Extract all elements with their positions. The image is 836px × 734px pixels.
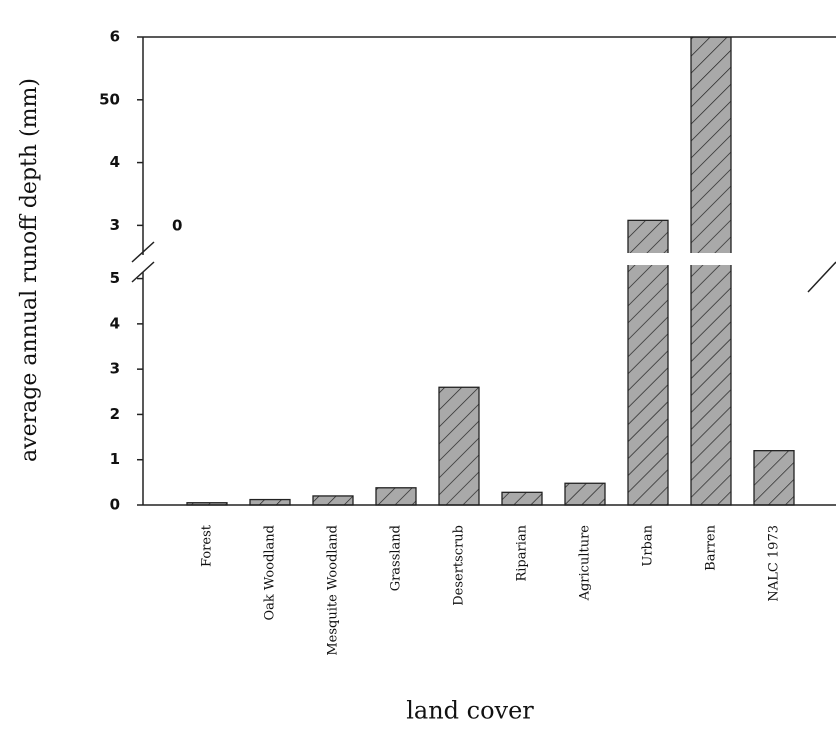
- x-tick-label: Forest: [200, 524, 215, 567]
- bar: [249, 498, 291, 506]
- bar: [375, 487, 417, 506]
- annotation: 0: [172, 217, 182, 235]
- x-tick-label: Desertscrub: [452, 525, 467, 606]
- bar: [312, 495, 354, 506]
- bar: [564, 482, 606, 506]
- y-tick-label: 2: [110, 405, 120, 423]
- x-tick-label: Barren: [704, 524, 719, 570]
- x-tick-label: NALC 1973: [767, 525, 782, 602]
- y-tick-label: 4: [110, 153, 120, 171]
- y-tick-label: 6: [110, 28, 120, 46]
- y-tick-label: 4: [110, 314, 120, 332]
- x-tick-label: Riparian: [515, 524, 530, 581]
- y-tick-label: 3: [110, 216, 120, 234]
- bar: [690, 37, 732, 253]
- bar: [501, 491, 543, 506]
- break-mark: [131, 261, 155, 283]
- y-tick-label: 1: [110, 450, 120, 468]
- lower-panel: [186, 265, 795, 506]
- bar: [438, 386, 480, 506]
- y-tick-label: 3: [110, 360, 120, 378]
- x-tick-label: Agriculture: [578, 525, 593, 602]
- x-tick-label: Oak Woodland: [263, 525, 278, 620]
- x-tick-label: Grassland: [389, 525, 404, 591]
- bar: [753, 450, 795, 506]
- upper-panel: [627, 37, 732, 253]
- y-tick-label: 0: [110, 496, 120, 514]
- y-tick-label: 5: [110, 269, 120, 287]
- y-tick-label: 50: [99, 90, 120, 108]
- y-axis-label: average annual runoff depth (mm): [17, 78, 42, 462]
- break-mark: [807, 261, 836, 293]
- bar: [627, 219, 669, 253]
- x-axis-label: land cover: [406, 697, 534, 725]
- x-tick-label: Mesquite Woodland: [326, 525, 341, 656]
- break-mark: [131, 241, 155, 263]
- x-tick-label: Urban: [641, 524, 656, 566]
